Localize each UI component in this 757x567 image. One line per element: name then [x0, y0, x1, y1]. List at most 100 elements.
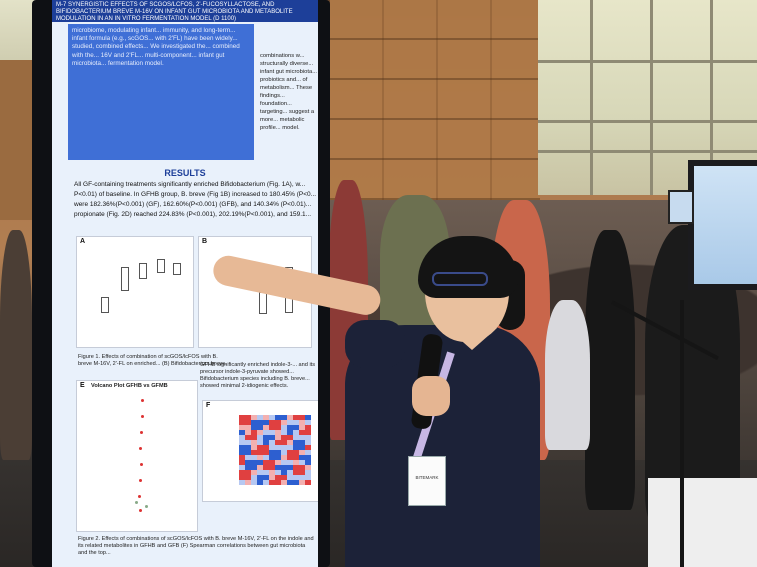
window-transom	[538, 120, 757, 123]
window-mullion	[590, 0, 593, 195]
heatmap-cell	[281, 430, 287, 435]
heatmap-cell	[299, 445, 305, 450]
heatmap-cell	[281, 465, 287, 470]
heatmap-cell	[245, 435, 251, 440]
heatmap-cell	[287, 440, 293, 445]
heatmap-cell	[269, 430, 275, 435]
heatmap-cell	[287, 425, 293, 430]
panel-a	[76, 236, 194, 348]
heatmap-cell	[305, 460, 311, 465]
heatmap-cell	[305, 465, 311, 470]
panel-e: Volcano Plot GFHB vs GFMB	[76, 380, 198, 532]
heatmap-cell	[293, 415, 299, 420]
heatmap-cell	[269, 450, 275, 455]
volcano-point	[135, 501, 138, 504]
heatmap-cell	[251, 480, 257, 485]
heatmap-cell	[245, 470, 251, 475]
heatmap-cell	[239, 450, 245, 455]
heatmap-cell	[293, 480, 299, 485]
heatmap-cell	[299, 460, 305, 465]
heatmap-cell	[251, 425, 257, 430]
heatmap-cell	[305, 455, 311, 460]
heatmap-cell	[281, 455, 287, 460]
poster-header: M-7 SYNERGISTIC EFFECTS OF SCGOS/LCFOS, …	[52, 0, 318, 22]
mic-stand	[680, 300, 684, 567]
window-transom	[538, 60, 757, 63]
heatmap-cell	[293, 450, 299, 455]
heatmap-cell	[275, 455, 281, 460]
heatmap-cell	[257, 420, 263, 425]
heatmap-cell	[305, 450, 311, 455]
heatmap-cell	[287, 435, 293, 440]
heatmap-cell	[257, 425, 263, 430]
heatmap-cell	[281, 420, 287, 425]
volcano-point	[139, 447, 142, 450]
boxplot	[259, 292, 267, 314]
poster-title: M-7 SYNERGISTIC EFFECTS OF SCGOS/LCFOS, …	[56, 2, 293, 22]
heatmap-cell	[257, 470, 263, 475]
heatmap-cell	[239, 465, 245, 470]
heatmap-cell	[299, 475, 305, 480]
heatmap-cell	[287, 480, 293, 485]
heatmap-cell	[287, 475, 293, 480]
heatmap-cell	[245, 475, 251, 480]
heatmap-cell	[293, 440, 299, 445]
heatmap-cell	[263, 460, 269, 465]
heatmap-cell	[287, 445, 293, 450]
heatmap-cell	[257, 475, 263, 480]
panel-f	[202, 400, 318, 502]
heatmap-cell	[251, 460, 257, 465]
heatmap-cell	[293, 425, 299, 430]
heatmap-cell	[299, 450, 305, 455]
heatmap-cell	[251, 455, 257, 460]
heatmap-cell	[287, 430, 293, 435]
heatmap-cell	[305, 415, 311, 420]
heatmap-cell	[269, 415, 275, 420]
volcano-point	[145, 505, 148, 508]
heatmap-cell	[281, 435, 287, 440]
boxplot	[121, 267, 129, 291]
heatmap-cell	[263, 415, 269, 420]
volcano-point	[140, 431, 143, 434]
heatmap-cell	[263, 420, 269, 425]
heatmap-cell	[239, 425, 245, 430]
heatmap-cell	[269, 455, 275, 460]
heatmap-cell	[269, 445, 275, 450]
heatmap-cell	[299, 470, 305, 475]
heatmap-cell	[257, 440, 263, 445]
heatmap-cell	[263, 440, 269, 445]
boxplot	[139, 263, 147, 279]
panel-a-label: A	[80, 238, 86, 245]
heatmap-cell	[245, 465, 251, 470]
results-text: All GF-containing treatments significant…	[74, 181, 317, 218]
heatmap-cell	[269, 420, 275, 425]
heatmap-cell	[269, 425, 275, 430]
attendee	[545, 300, 590, 450]
heatmap-cell	[245, 420, 251, 425]
heatmap-cell	[293, 445, 299, 450]
heatmap-cell	[263, 445, 269, 450]
heatmap-cell	[281, 415, 287, 420]
heatmap-cell	[239, 480, 245, 485]
heatmap-cell	[239, 475, 245, 480]
heatmap-cell	[239, 430, 245, 435]
heatmap-cell	[305, 445, 311, 450]
poster-code: (D 1100)	[213, 16, 237, 22]
heatmap-cell	[245, 425, 251, 430]
heatmap-cell	[281, 425, 287, 430]
panel-f-label: F	[206, 402, 211, 409]
abstract-box: microbiome, modulating infant... immunit…	[68, 24, 254, 160]
heatmap-cell	[269, 465, 275, 470]
heatmap-cell	[257, 465, 263, 470]
heatmap-cell	[299, 435, 305, 440]
heatmap-cell	[275, 430, 281, 435]
heatmap-cell	[257, 460, 263, 465]
heatmap-cell	[251, 430, 257, 435]
heatmap-cell	[293, 435, 299, 440]
heatmap-cell	[299, 480, 305, 485]
aside-text: combinations w... structurally diverse..…	[260, 53, 318, 131]
heatmap-cell	[299, 430, 305, 435]
window-mullion	[710, 0, 713, 195]
heatmap-cell	[245, 450, 251, 455]
heatmap-cell	[263, 450, 269, 455]
